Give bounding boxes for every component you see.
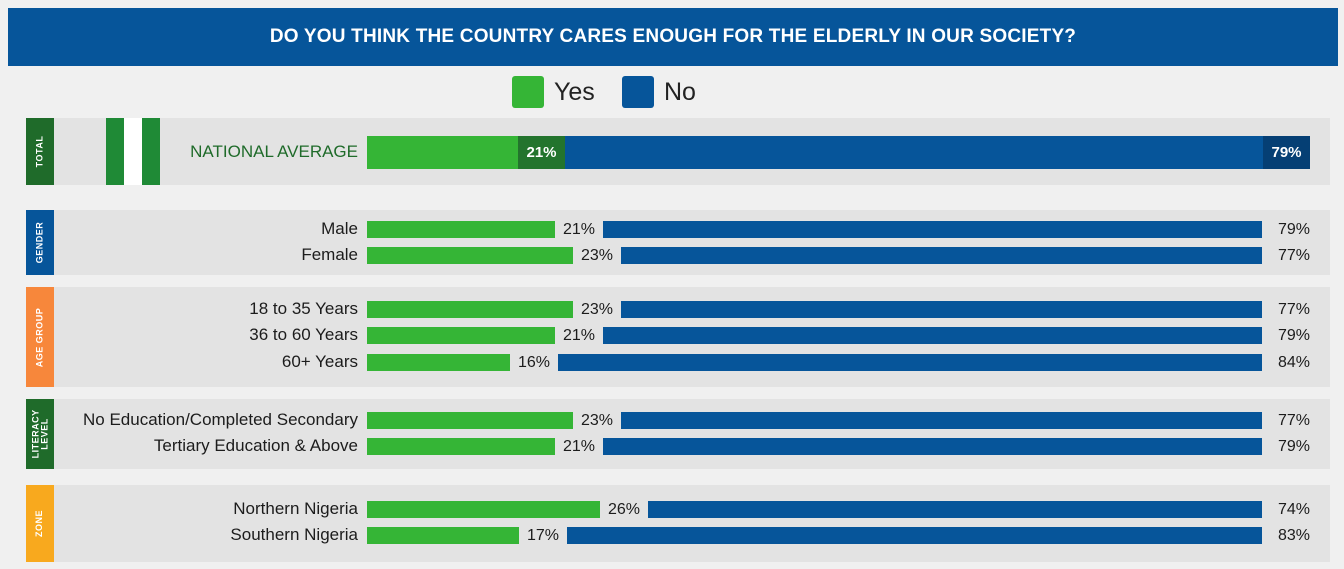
bar-yes	[367, 301, 573, 318]
legend-swatch-no	[622, 76, 654, 108]
legend-item-yes: Yes	[512, 76, 595, 108]
row-label: Tertiary Education & Above	[153, 436, 358, 455]
bar-no	[603, 221, 1262, 238]
data-label-yes: 23%	[580, 301, 614, 318]
row-label: 18 to 35 Years	[249, 299, 358, 318]
bar-yes	[367, 527, 519, 544]
band-total: TOTAL	[26, 118, 54, 185]
data-label-no: 79%	[1262, 327, 1310, 345]
band-literacy-level: LITERACY LEVEL	[26, 399, 54, 469]
bar-yes	[367, 327, 555, 344]
data-label-yes: 23%	[580, 412, 614, 429]
row-label: 36 to 60 Years	[249, 325, 358, 344]
data-label-no: 84%	[1262, 354, 1310, 372]
row-label: Female	[301, 245, 358, 264]
bar-yes	[367, 221, 555, 238]
band-label-zone: ZONE	[34, 509, 45, 538]
data-label-yes: 16%	[517, 354, 551, 371]
flag-green-right	[142, 118, 160, 185]
data-label-yes: 21%	[518, 136, 565, 169]
panel-zone	[26, 485, 1330, 562]
row-label: 60+ Years	[281, 352, 358, 371]
row-label: Northern Nigeria	[233, 499, 358, 518]
legend: Yes No	[0, 76, 1344, 108]
bar-no	[621, 301, 1262, 318]
data-label-no: 77%	[1262, 247, 1310, 265]
bar-no	[603, 438, 1262, 455]
data-label-yes: 21%	[562, 327, 596, 344]
bar-yes	[367, 412, 573, 429]
bar-no	[565, 136, 1310, 169]
band-gender: GENDER	[26, 210, 54, 275]
data-label-yes: 21%	[562, 438, 596, 455]
band-label-total: TOTAL	[34, 135, 45, 168]
band-label-age-group: AGE GROUP	[34, 307, 45, 367]
bar-no	[648, 501, 1262, 518]
legend-swatch-yes	[512, 76, 544, 108]
legend-label-no: No	[664, 77, 696, 106]
chart-title: DO YOU THINK THE COUNTRY CARES ENOUGH FO…	[8, 8, 1338, 66]
data-label-no: 77%	[1262, 301, 1310, 319]
bar-no	[567, 527, 1262, 544]
band-label-gender: GENDER	[34, 221, 45, 264]
data-label-no: 77%	[1262, 412, 1310, 430]
bar-no	[621, 247, 1262, 264]
flag-green-left	[106, 118, 124, 185]
data-label-no: 79%	[1262, 438, 1310, 456]
band-zone: ZONE	[26, 485, 54, 562]
data-label-no: 79%	[1262, 221, 1310, 239]
row-label: Male	[321, 219, 358, 238]
data-label-no: 79%	[1263, 136, 1310, 169]
bar-no	[621, 412, 1262, 429]
bar-yes	[367, 501, 600, 518]
bar-no	[558, 354, 1262, 371]
row-label: Southern Nigeria	[230, 525, 358, 544]
data-label-yes: 23%	[580, 247, 614, 264]
legend-item-no: No	[622, 76, 696, 108]
bar-yes	[367, 354, 510, 371]
band-label-literacy-level: LITERACY LEVEL	[30, 409, 49, 459]
data-label-yes: 17%	[526, 527, 560, 544]
row-label: No Education/Completed Secondary	[83, 410, 358, 429]
data-label-yes: 26%	[607, 501, 641, 518]
legend-label-yes: Yes	[554, 77, 595, 106]
band-age-group: AGE GROUP	[26, 287, 54, 387]
bar-yes	[367, 247, 573, 264]
panel-literacy-level	[26, 399, 1330, 469]
bar-no	[603, 327, 1262, 344]
row-label: NATIONAL AVERAGE	[190, 142, 358, 161]
data-label-no: 83%	[1262, 527, 1310, 545]
flag-white-center	[124, 118, 142, 185]
panel-gender	[26, 210, 1330, 275]
data-label-yes: 21%	[562, 221, 596, 238]
data-label-no: 74%	[1262, 501, 1310, 519]
bar-yes	[367, 438, 555, 455]
